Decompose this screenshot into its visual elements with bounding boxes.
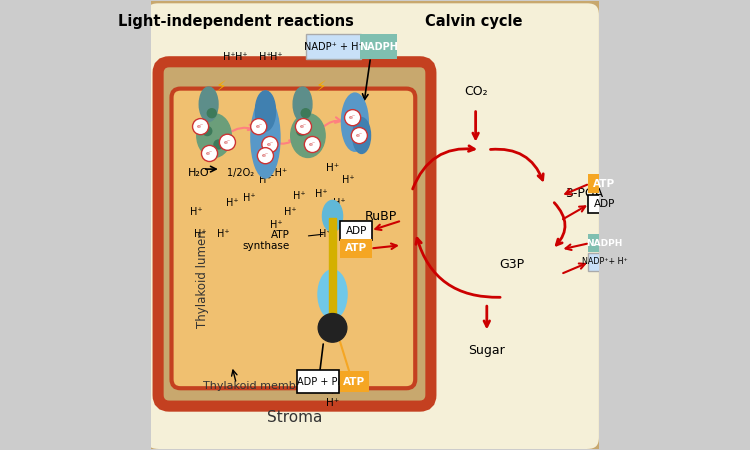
Ellipse shape: [293, 87, 312, 122]
Text: NADP⁺+ H⁺: NADP⁺+ H⁺: [581, 257, 627, 266]
Text: e⁻: e⁻: [300, 124, 307, 129]
Circle shape: [262, 136, 278, 153]
Ellipse shape: [251, 98, 280, 178]
FancyBboxPatch shape: [156, 59, 434, 408]
Circle shape: [344, 110, 361, 126]
Circle shape: [304, 136, 320, 153]
Circle shape: [296, 118, 311, 135]
Text: H⁺: H⁺: [326, 398, 339, 408]
Text: RuBP: RuBP: [365, 210, 398, 223]
FancyBboxPatch shape: [340, 221, 372, 240]
Text: H⁺: H⁺: [315, 189, 328, 199]
FancyBboxPatch shape: [172, 89, 416, 388]
Text: e⁻: e⁻: [255, 124, 262, 129]
Text: H⁺: H⁺: [190, 207, 202, 216]
FancyBboxPatch shape: [138, 0, 608, 450]
Circle shape: [214, 140, 223, 149]
Text: G3P: G3P: [499, 258, 524, 271]
Text: H⁺: H⁺: [259, 52, 272, 62]
Text: H⁺: H⁺: [217, 229, 229, 239]
FancyBboxPatch shape: [306, 34, 362, 59]
Text: CO₂: CO₂: [464, 85, 488, 98]
Circle shape: [318, 314, 346, 342]
Text: H⁺: H⁺: [224, 52, 236, 62]
Circle shape: [219, 134, 236, 150]
Circle shape: [297, 126, 306, 135]
Text: e⁻: e⁻: [262, 153, 269, 158]
Text: ⚡: ⚡: [316, 79, 327, 94]
Text: ATP
synthase: ATP synthase: [243, 230, 290, 252]
Text: NADPH: NADPH: [586, 238, 622, 248]
FancyBboxPatch shape: [297, 370, 339, 393]
Text: H⁺: H⁺: [270, 52, 283, 62]
Text: H⁺: H⁺: [194, 229, 207, 239]
Text: ATP: ATP: [344, 377, 365, 387]
Circle shape: [308, 140, 316, 149]
Ellipse shape: [200, 87, 218, 122]
Text: H⁺: H⁺: [320, 229, 332, 239]
Ellipse shape: [322, 200, 343, 232]
Text: H⁺: H⁺: [259, 176, 272, 185]
Text: H⁺: H⁺: [270, 220, 283, 230]
Text: ADP + Pᵢ: ADP + Pᵢ: [296, 377, 339, 387]
Text: ADP: ADP: [594, 199, 615, 209]
Text: ⚡: ⚡: [215, 79, 226, 94]
Text: ADP: ADP: [346, 225, 367, 236]
FancyBboxPatch shape: [588, 234, 620, 252]
Text: Sugar: Sugar: [469, 343, 506, 356]
FancyBboxPatch shape: [588, 194, 620, 213]
Circle shape: [207, 109, 216, 117]
Text: NADPH: NADPH: [359, 41, 398, 52]
Circle shape: [193, 118, 208, 135]
Text: Thylakoid lumen: Thylakoid lumen: [196, 230, 209, 328]
Ellipse shape: [255, 91, 275, 131]
FancyBboxPatch shape: [360, 34, 397, 59]
Text: H⁺: H⁺: [351, 225, 364, 234]
Circle shape: [251, 118, 267, 135]
Text: H⁺: H⁺: [284, 207, 296, 216]
Text: NADP⁺ + H⁺: NADP⁺ + H⁺: [304, 41, 364, 52]
Text: e⁻: e⁻: [349, 115, 356, 120]
Text: Thylakoid membrane: Thylakoid membrane: [202, 381, 321, 391]
Ellipse shape: [352, 117, 370, 153]
Ellipse shape: [196, 114, 231, 158]
Circle shape: [302, 109, 310, 117]
Text: 3-PGA: 3-PGA: [565, 187, 603, 199]
Text: H⁺: H⁺: [292, 191, 305, 201]
Text: H⁺: H⁺: [244, 193, 256, 203]
Ellipse shape: [291, 114, 326, 158]
Text: Light-independent reactions: Light-independent reactions: [118, 14, 354, 29]
Circle shape: [257, 148, 274, 164]
Text: e⁻: e⁻: [224, 140, 231, 145]
FancyBboxPatch shape: [340, 371, 369, 392]
Text: e⁻: e⁻: [266, 142, 274, 147]
Circle shape: [202, 145, 217, 162]
Text: H⁺: H⁺: [342, 176, 355, 185]
Text: e⁻: e⁻: [309, 142, 316, 147]
Text: e⁻: e⁻: [197, 124, 204, 129]
FancyBboxPatch shape: [588, 175, 620, 193]
Text: Calvin cycle: Calvin cycle: [424, 14, 522, 29]
Ellipse shape: [341, 93, 368, 151]
Text: e⁻: e⁻: [356, 133, 363, 138]
Text: Stroma: Stroma: [267, 410, 322, 425]
FancyBboxPatch shape: [340, 239, 372, 258]
FancyBboxPatch shape: [588, 253, 620, 271]
Text: H⁺: H⁺: [235, 52, 248, 62]
Text: e⁻: e⁻: [206, 151, 213, 156]
Text: H⁺: H⁺: [333, 198, 346, 207]
Bar: [329, 218, 336, 317]
Text: H₂O: H₂O: [188, 168, 209, 178]
Text: H⁺: H⁺: [326, 163, 339, 173]
Text: ATP: ATP: [345, 243, 368, 253]
Text: 1/2O₂ + 2H⁺: 1/2O₂ + 2H⁺: [227, 168, 288, 178]
Text: H⁺: H⁺: [226, 198, 238, 207]
Text: ATP: ATP: [593, 179, 616, 189]
Circle shape: [202, 126, 211, 135]
Ellipse shape: [318, 270, 347, 319]
Circle shape: [351, 127, 368, 144]
